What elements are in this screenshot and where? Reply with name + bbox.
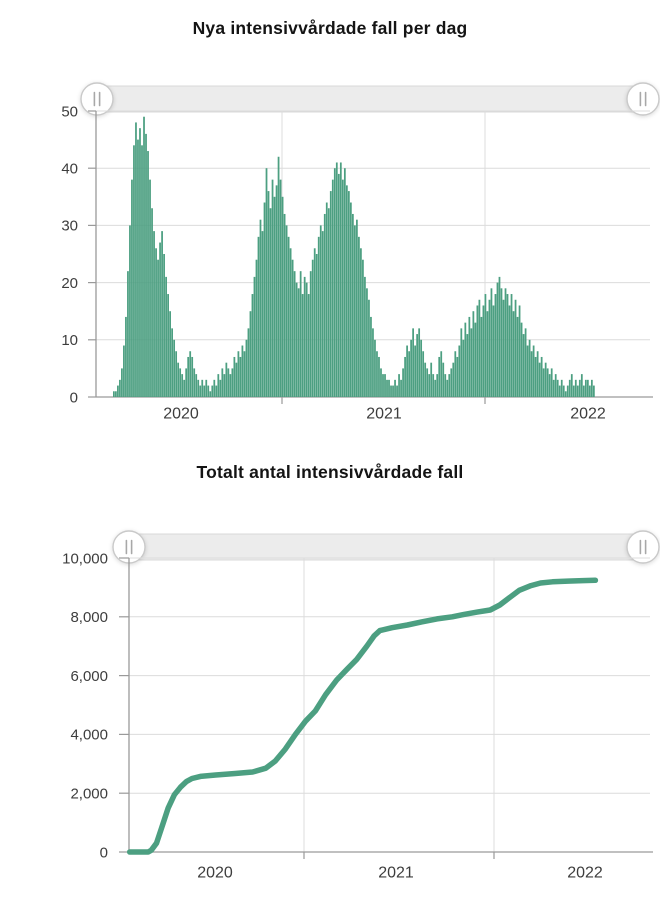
y-axis-label: 8,000 [70,609,108,626]
y-axis-label: 4,000 [70,727,108,744]
daily-cases-title: Nya intensivvårdade fall per dag [192,18,468,38]
bars-series [113,116,595,397]
range-slider[interactable] [112,530,660,564]
range-slider[interactable] [80,82,660,116]
y-axis-label: 20 [61,275,78,292]
range-slider-left-handle[interactable] [80,82,114,116]
daily-cases-chart: 0 10 20 30 40 50 2020 2021 2022 [61,82,660,423]
y-axis-label: 6,000 [70,668,108,685]
total-cases-line [126,577,599,855]
y-axis-label: 2,000 [70,785,108,802]
x-axis-label: 2022 [570,406,606,423]
x-axis-label: 2022 [567,865,603,882]
range-slider-track[interactable] [81,85,659,113]
y-axis-label: 10,000 [62,550,108,567]
y-axis-label: 50 [61,103,78,120]
y-axis-label: 10 [61,332,78,349]
range-slider-right-handle[interactable] [626,530,660,564]
y-axis-label: 40 [61,160,78,177]
total-cases-chart: 0 2,000 4,000 6,000 8,000 10,000 2020 2021 2022 [62,530,660,882]
range-slider-right-handle[interactable] [626,82,660,116]
range-slider-track[interactable] [113,533,659,561]
x-axis-label: 2020 [163,406,199,423]
y-axis-label: 0 [70,389,78,406]
y-axis-label: 0 [100,844,108,861]
x-axis-label: 2020 [197,865,233,882]
total-cases-title: Totalt antal intensivvårdade fall [196,462,464,482]
y-axis-label: 30 [61,218,78,235]
x-axis-label: 2021 [366,406,402,423]
x-axis-label: 2021 [378,865,414,882]
